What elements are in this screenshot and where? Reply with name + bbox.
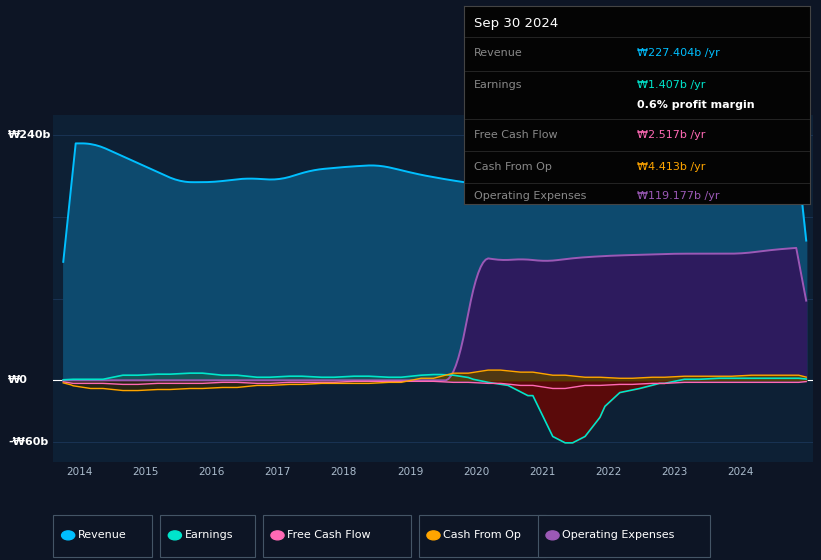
Text: Revenue: Revenue	[475, 48, 523, 58]
Text: Free Cash Flow: Free Cash Flow	[287, 530, 371, 540]
Text: Revenue: Revenue	[78, 530, 126, 540]
Text: ₩2.517b /yr: ₩2.517b /yr	[637, 130, 705, 140]
Text: ₩227.404b /yr: ₩227.404b /yr	[637, 48, 720, 58]
Text: ₩240b: ₩240b	[8, 130, 52, 140]
Text: -₩60b: -₩60b	[8, 437, 48, 446]
Text: Earnings: Earnings	[185, 530, 233, 540]
Text: Operating Expenses: Operating Expenses	[562, 530, 675, 540]
Text: ₩1.407b /yr: ₩1.407b /yr	[637, 80, 705, 90]
Text: ₩4.413b /yr: ₩4.413b /yr	[637, 162, 705, 171]
Text: Cash From Op: Cash From Op	[475, 162, 553, 171]
Text: Cash From Op: Cash From Op	[443, 530, 521, 540]
Text: Free Cash Flow: Free Cash Flow	[475, 130, 558, 140]
Text: 0.6% profit margin: 0.6% profit margin	[637, 100, 754, 110]
Text: ₩0: ₩0	[8, 375, 28, 385]
Text: Sep 30 2024: Sep 30 2024	[475, 17, 558, 30]
Text: ₩119.177b /yr: ₩119.177b /yr	[637, 192, 719, 202]
Text: Operating Expenses: Operating Expenses	[475, 192, 587, 202]
Text: Earnings: Earnings	[475, 80, 523, 90]
